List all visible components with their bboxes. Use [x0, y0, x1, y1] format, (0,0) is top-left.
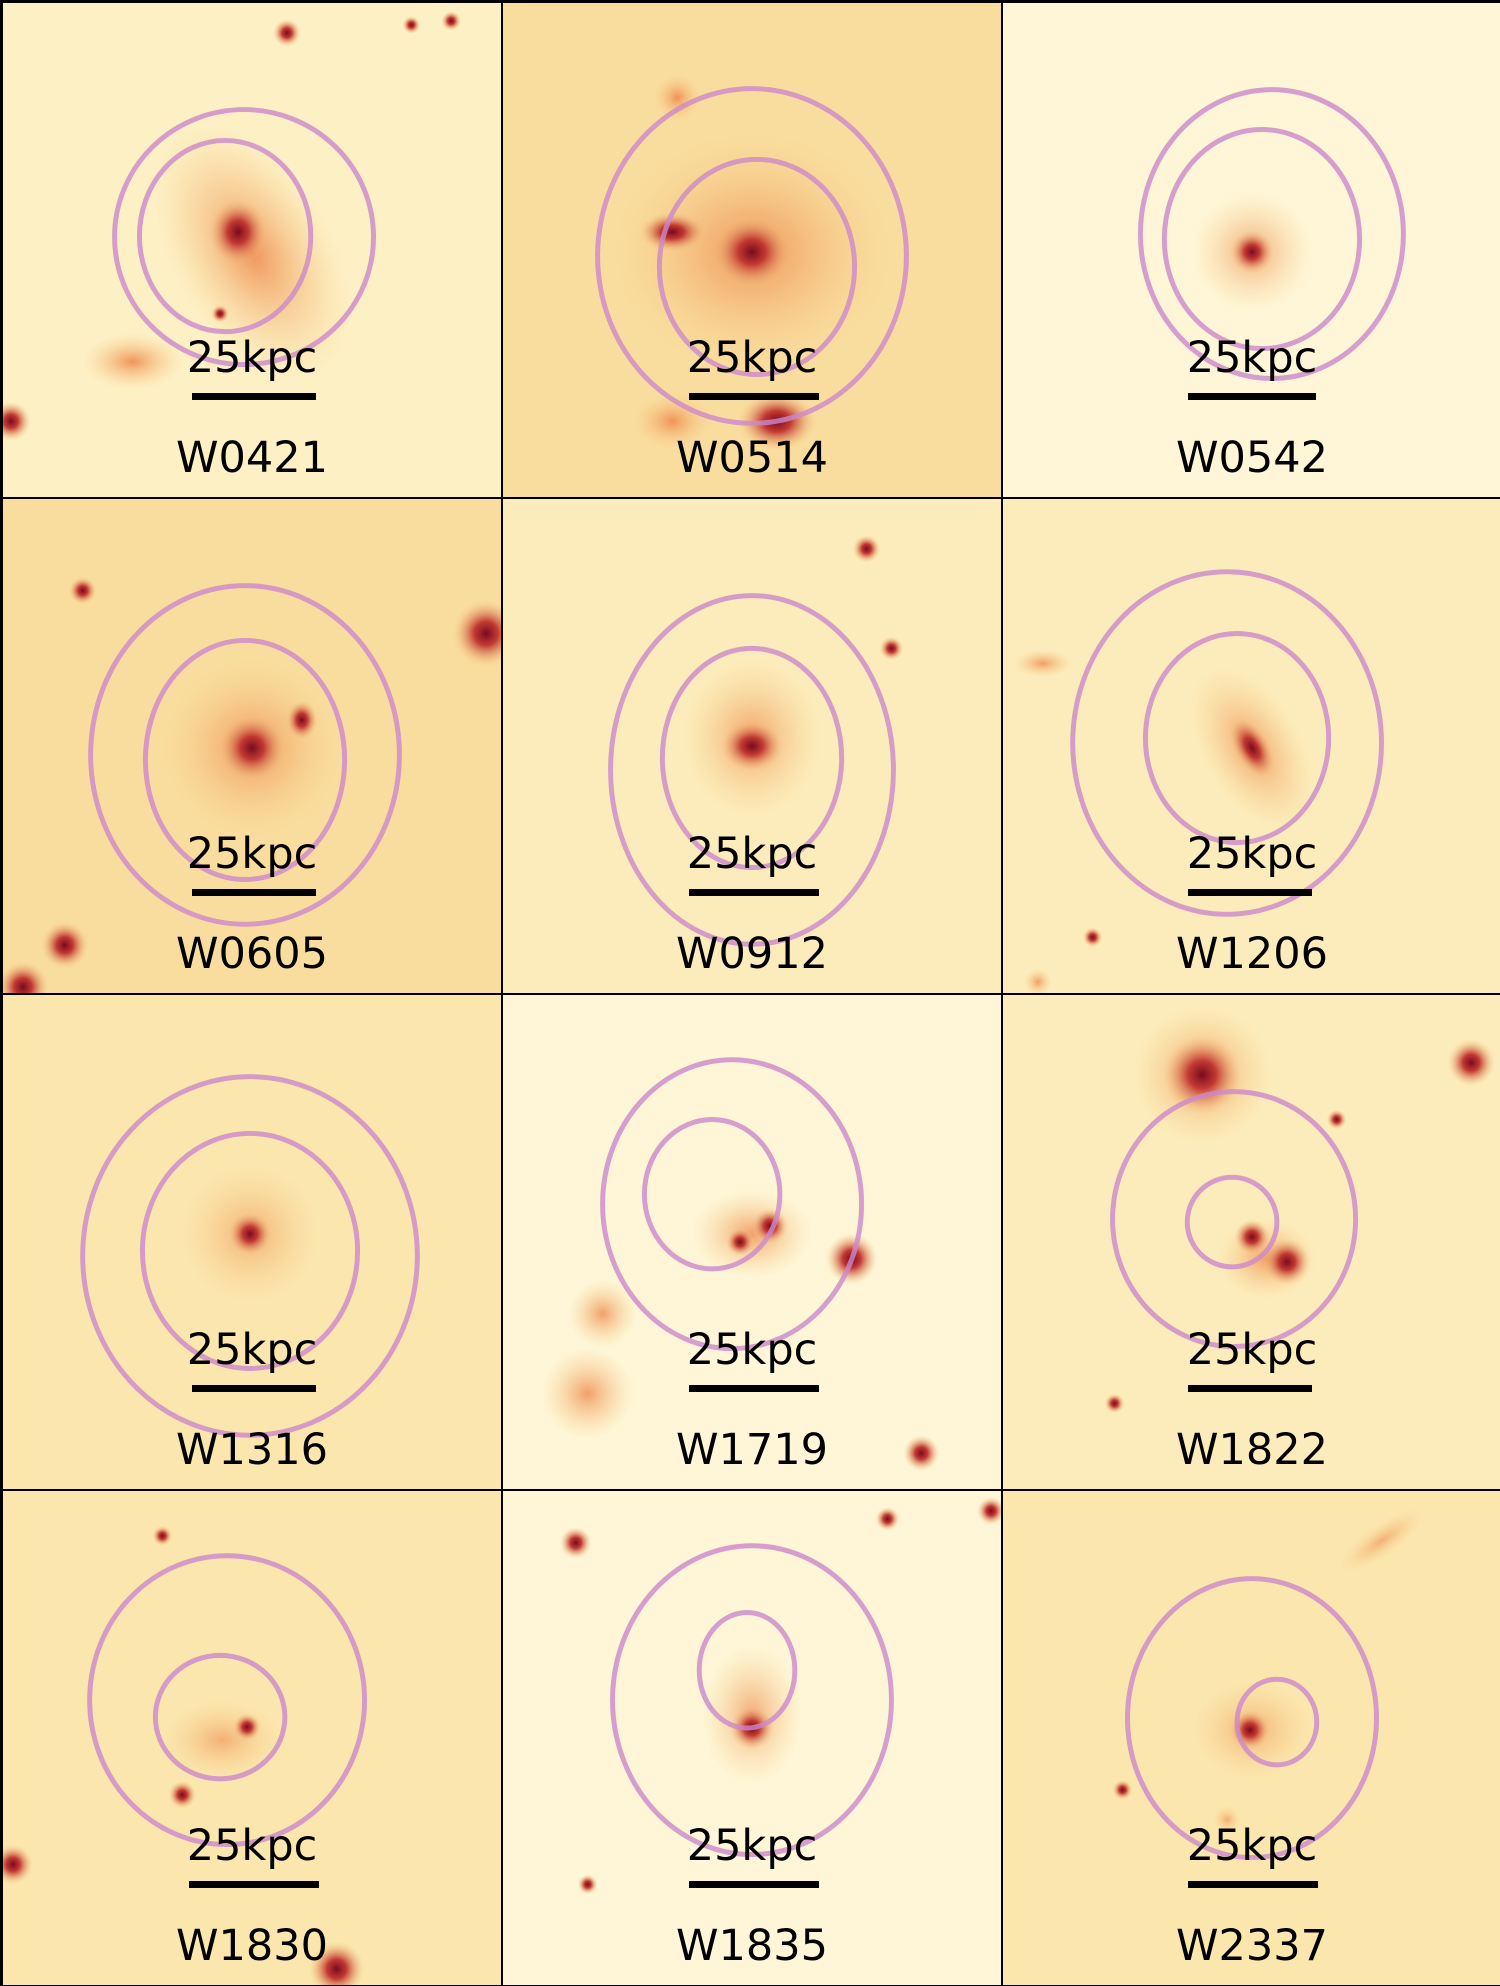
scale-bar-label: 25kpc: [1186, 333, 1318, 383]
panel-w1830: 25kpc W1830: [2, 1490, 502, 1986]
outer-contour: [600, 1057, 865, 1352]
scale-bar-label: 25kpc: [186, 1325, 318, 1375]
outer-contour: [88, 583, 402, 927]
outer-contour: [608, 593, 896, 947]
panel-label: W1830: [176, 1921, 328, 1971]
outer-contour: [1070, 569, 1384, 917]
scale-bar-label: 25kpc: [1186, 1325, 1318, 1375]
scale-bar-label: 25kpc: [686, 1821, 818, 1871]
scale-bar-label: 25kpc: [686, 1325, 818, 1375]
panel-w0605: 25kpc W0605: [2, 498, 502, 994]
panel-label: W0605: [176, 929, 328, 979]
panel-w2337: 25kpc W2337: [1002, 1490, 1500, 1986]
panel-w1206: 25kpc W1206: [1002, 498, 1500, 994]
inner-contour: [142, 637, 348, 882]
scale-bar: [192, 393, 316, 400]
scale-bar: [192, 1385, 316, 1392]
sky-image: [1003, 3, 1500, 497]
panel-label: W0421: [176, 433, 328, 483]
inner-contour: [641, 1117, 783, 1272]
outer-contour: [112, 107, 377, 368]
sky-image: [503, 3, 1001, 497]
scale-bar-label: 25kpc: [686, 333, 818, 383]
scale-bar-label: 25kpc: [186, 333, 318, 383]
panel-label: W0912: [676, 929, 828, 979]
sky-image: [3, 995, 501, 1489]
inner-contour: [659, 645, 845, 870]
panel-w1719: 25kpc W1719: [502, 994, 1002, 1490]
inner-contour: [1142, 630, 1332, 846]
scale-bar-label: 25kpc: [1186, 1821, 1318, 1871]
panel-w0912: 25kpc W0912: [502, 498, 1002, 994]
panel-w1822: 25kpc W1822: [1002, 994, 1500, 1490]
outer-contour: [1110, 1089, 1359, 1350]
sky-image: [1003, 499, 1500, 993]
sky-image: [503, 995, 1001, 1489]
outer-contour: [1125, 1576, 1379, 1861]
panel-label: W1822: [1176, 1425, 1328, 1475]
inner-contour: [696, 1610, 798, 1731]
scale-bar: [689, 889, 819, 896]
scale-bar: [1188, 889, 1312, 896]
panel-label: W2337: [1176, 1921, 1328, 1971]
panel-w1835: 25kpc W1835: [502, 1490, 1002, 1986]
panel-label: W1719: [676, 1425, 828, 1475]
sky-image: [1003, 1491, 1500, 1985]
scale-bar: [1188, 1881, 1318, 1888]
inner-contour: [656, 156, 858, 377]
inner-contour: [139, 1130, 361, 1371]
scale-bar: [689, 393, 819, 400]
sky-image: [503, 499, 1001, 993]
scale-bar-label: 25kpc: [686, 829, 818, 879]
panel-label: W1206: [1176, 929, 1328, 979]
panel-label: W0514: [676, 433, 828, 483]
sky-image: [3, 1491, 501, 1985]
scale-bar-label: 25kpc: [1186, 829, 1318, 879]
inner-contour: [152, 1652, 288, 1782]
outer-contour: [87, 1553, 368, 1848]
panel-w0542: 25kpc W0542: [1002, 2, 1500, 498]
sky-image: [3, 3, 501, 497]
panel-w0514: 25kpc W0514: [502, 2, 1002, 498]
outer-contour: [610, 1543, 894, 1858]
sky-image: [1003, 995, 1500, 1489]
scale-bar: [689, 1881, 819, 1888]
scale-bar: [1188, 1385, 1312, 1392]
inner-contour: [1161, 126, 1363, 352]
sky-image: [503, 1491, 1001, 1985]
inner-contour: [136, 137, 314, 335]
scale-bar: [1188, 393, 1316, 400]
scale-bar-label: 25kpc: [186, 829, 318, 879]
panel-label: W1835: [676, 1921, 828, 1971]
scale-bar: [189, 1881, 319, 1888]
panel-w0421: 25kpc W0421: [2, 2, 502, 498]
panel-label: W0542: [1176, 433, 1328, 483]
sky-image: [3, 499, 501, 993]
scale-bar: [192, 889, 316, 896]
panel-label: W1316: [176, 1425, 328, 1475]
panel-w1316: 25kpc W1316: [2, 994, 502, 1490]
outer-contour: [595, 86, 909, 426]
scale-bar: [689, 1385, 819, 1392]
scale-bar-label: 25kpc: [186, 1821, 318, 1871]
outer-contour: [80, 1074, 420, 1438]
inner-contour: [1234, 1676, 1320, 1768]
outer-contour: [1137, 87, 1406, 381]
inner-contour: [1184, 1174, 1280, 1270]
